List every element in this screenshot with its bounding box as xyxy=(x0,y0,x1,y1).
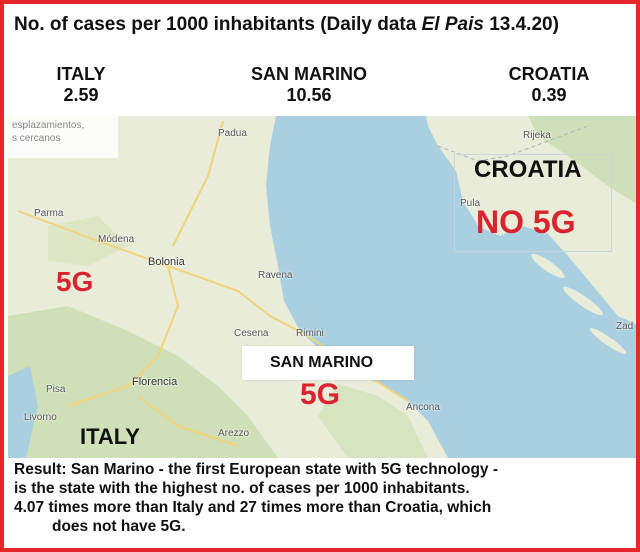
hills-tuscany xyxy=(8,306,278,458)
italy-5g-label: 5G xyxy=(56,266,94,297)
city-arezzo: Arezzo xyxy=(218,428,250,439)
city-pula: Pula xyxy=(460,198,481,209)
stat-croatia-value: 0.39 xyxy=(531,85,567,105)
city-modena: Módena xyxy=(98,234,135,245)
tyrrhenian-sea xyxy=(8,366,38,458)
city-ancona: Ancona xyxy=(406,402,440,413)
result-line-1: Result: San Marino - the first European … xyxy=(14,461,498,478)
stat-italy-name: ITALY xyxy=(56,64,106,84)
map-corner-note: esplazamientos, s cercanos xyxy=(8,116,118,158)
croatia-hills xyxy=(528,116,636,204)
stat-croatia-name: CROATIA xyxy=(508,64,590,84)
stat-san-marino: SAN MARINO 10.56 xyxy=(224,64,394,106)
result-line-2: is the state with the highest no. of cas… xyxy=(14,480,470,497)
city-florencia: Florencia xyxy=(132,376,178,388)
stat-italy-value: 2.59 xyxy=(63,85,99,105)
italy-map-label: ITALY xyxy=(80,424,140,449)
croatia-no5g-label: NO 5G xyxy=(476,204,576,240)
san-marino-map-label: SAN MARINO xyxy=(270,354,374,371)
city-rijeka: Rijeka xyxy=(523,130,551,141)
san-marino-5g-label: 5G xyxy=(300,378,341,411)
result-line-4: does not have 5G. xyxy=(52,518,186,535)
city-bolonia: Bolonia xyxy=(148,256,185,268)
road xyxy=(137,395,239,447)
city-parma: Parma xyxy=(34,208,64,219)
hills-marche xyxy=(318,384,428,458)
page-title: No. of cases per 1000 inhabitants (Daily… xyxy=(14,14,559,35)
san-marino-box xyxy=(242,346,414,380)
island xyxy=(563,286,603,316)
road xyxy=(172,120,224,247)
island xyxy=(531,253,565,279)
stat-san-marino-name: SAN MARINO xyxy=(251,64,367,84)
city-zadar: Zad xyxy=(616,321,634,332)
map-image: esplazamientos, s cercanos Padua Parma M… xyxy=(8,116,636,458)
border xyxy=(437,125,589,162)
stat-san-marino-value: 10.56 xyxy=(286,85,332,105)
city-cesena: Cesena xyxy=(234,328,269,339)
city-pisa: Pisa xyxy=(46,384,66,395)
result-line-3: 4.07 times more than Italy and 27 times … xyxy=(14,499,492,516)
plain-area xyxy=(48,216,128,266)
city-padua: Padua xyxy=(218,128,247,139)
stat-croatia: CROATIA 0.39 xyxy=(484,64,614,106)
road xyxy=(67,265,180,407)
source-name: El Pais xyxy=(421,14,484,35)
stat-italy: ITALY 2.59 xyxy=(26,64,136,106)
city-rimini: Rimini xyxy=(296,328,324,339)
croatia-box xyxy=(454,154,612,252)
island xyxy=(589,327,627,355)
city-ravena: Ravena xyxy=(258,270,293,281)
city-livorno: Livorno xyxy=(24,412,57,423)
croatia-map-label: CROATIA xyxy=(474,156,582,183)
croatia-land xyxy=(426,116,636,325)
result-text: Result: San Marino - the first European … xyxy=(14,460,628,536)
